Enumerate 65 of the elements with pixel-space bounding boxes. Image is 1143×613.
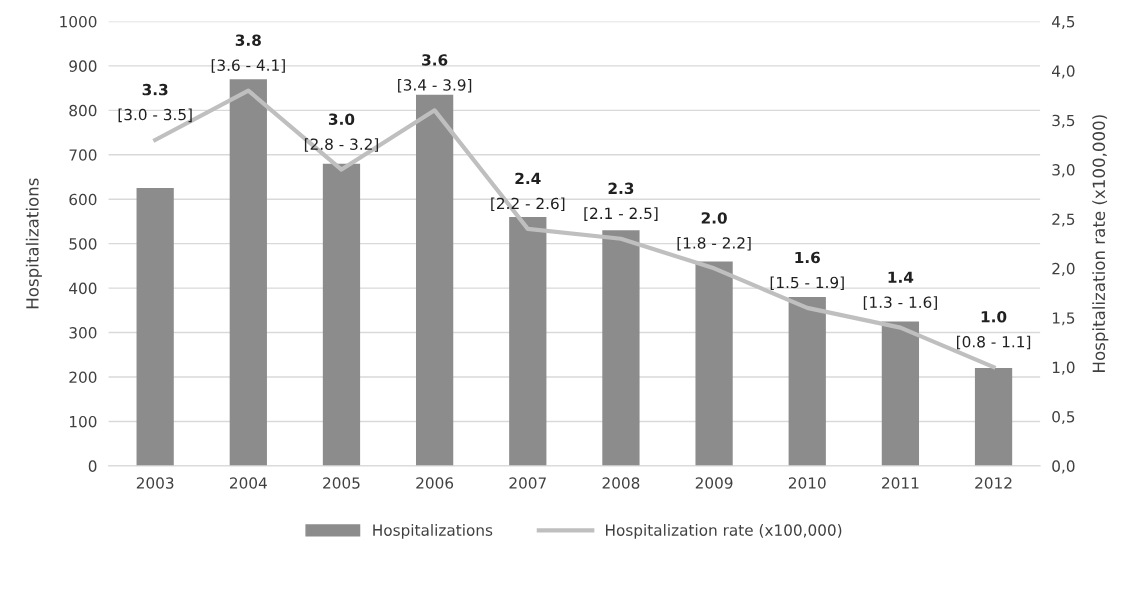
y-tick-label: 1000 — [60, 15, 97, 28]
annotation: [3.6 - 4.1] — [211, 59, 285, 73]
y2-tick-label: 3,5 — [1052, 114, 1075, 128]
x-tick-label: 2005 — [323, 477, 360, 489]
data-label: 2.3 — [608, 182, 634, 195]
annotation: [2.1 - 2.5] — [584, 207, 658, 221]
y2-tick-label: 3,0 — [1052, 164, 1075, 178]
annotation: [2.2 - 2.6] — [491, 197, 565, 212]
data-label: 3.6 — [422, 54, 448, 66]
bar — [415, 94, 454, 466]
annotation: [1.3 - 1.6] — [863, 296, 937, 310]
x-tick-label: 2010 — [788, 477, 826, 489]
y2-tick-label: 4,5 — [1051, 16, 1075, 30]
y2-tick-label: 2,0 — [1052, 262, 1075, 276]
y-tick-label: 500 — [69, 238, 97, 250]
data-label: 2.4 — [515, 172, 541, 185]
x-tick-label: 2009 — [695, 477, 733, 489]
x-tick-label: 2003 — [136, 477, 174, 489]
legend-label: Hospitalization rate (x100,000) — [606, 524, 842, 539]
y2-axis-title: Hospitalization rate (x100,000) — [1092, 115, 1109, 372]
bar — [695, 261, 733, 466]
bar — [322, 163, 361, 466]
y-tick-label: 700 — [69, 149, 97, 161]
y-tick-label: 100 — [69, 415, 97, 428]
data-label: 3.0 — [328, 113, 355, 125]
x-tick-label: 2007 — [509, 477, 546, 489]
data-label: 1.0 — [981, 310, 1007, 323]
y2-tick-label: 2,5 — [1052, 213, 1075, 227]
bar — [974, 368, 1013, 466]
bar — [509, 217, 547, 466]
bar — [788, 297, 826, 466]
annotation: [1.5 - 1.9] — [770, 276, 844, 291]
data-label: 1.6 — [795, 251, 820, 264]
y-tick-label: 900 — [69, 60, 97, 72]
annotation: [1.8 - 2.2] — [677, 236, 751, 251]
y2-tick-label: 1,0 — [1052, 361, 1075, 375]
data-label: 1.4 — [888, 271, 914, 283]
data-label: 3.8 — [235, 34, 261, 46]
y-tick-label: 200 — [69, 371, 97, 384]
bar — [602, 230, 640, 466]
y-tick-label: 0 — [88, 460, 97, 472]
x-tick-label: 2011 — [882, 477, 919, 489]
x-tick-label: 2012 — [975, 477, 1012, 489]
x-tick-label: 2004 — [230, 477, 267, 489]
y-axis-title: Hospitalizations — [25, 178, 42, 309]
y2-tick-label: 1,5 — [1052, 312, 1075, 326]
x-tick-label: 2006 — [416, 477, 454, 489]
data-label: 3.3 — [142, 83, 168, 96]
bar — [881, 321, 920, 466]
y2-tick-label: 4,0 — [1051, 65, 1075, 79]
y2-tick-label: 0,5 — [1052, 410, 1075, 425]
annotation: [3.4 - 3.9] — [398, 78, 472, 93]
y-tick-label: 300 — [69, 327, 97, 339]
data-label: 2.0 — [701, 212, 727, 224]
x-tick-label: 2008 — [602, 477, 640, 489]
bar — [136, 188, 174, 466]
annotation: [0.8 - 1.1] — [957, 335, 1031, 350]
y-tick-label: 600 — [69, 193, 97, 206]
y-tick-label: 400 — [69, 282, 97, 295]
y2-tick-label: 0,0 — [1052, 460, 1075, 474]
annotation: [2.8 - 3.2] — [304, 138, 379, 152]
y-tick-label: 800 — [69, 104, 97, 117]
legend-label: Hospitalizations — [373, 524, 493, 539]
annotation: [3.0 - 3.5] — [118, 108, 192, 123]
bar — [229, 79, 267, 466]
